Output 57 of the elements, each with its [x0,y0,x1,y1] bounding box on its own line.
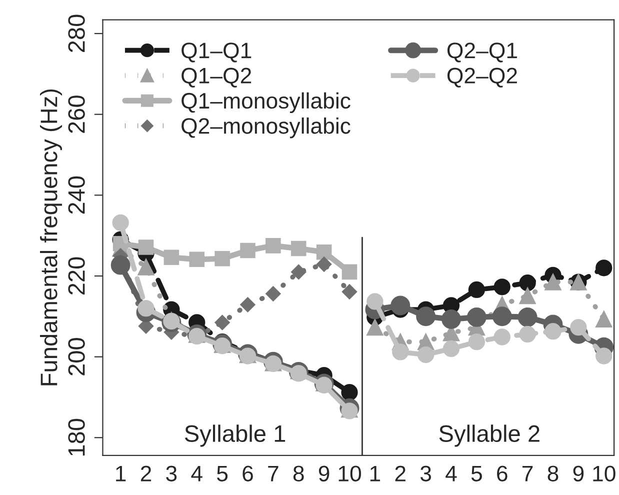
point [316,256,332,272]
point [341,384,358,401]
legend-label: Q2–monosyllabic [182,118,350,138]
point [342,284,358,300]
point [214,314,230,330]
y-tick-label: 180 [68,418,85,456]
x-tick-label: 1 [370,466,380,482]
x-tick-label: 5 [471,466,482,482]
legend-label: Q1–Q2 [182,68,252,88]
y-tick-label: 240 [68,176,85,214]
legend-label: Q2–Q1 [447,42,517,62]
point [214,250,230,266]
y-tick-label: 200 [68,338,85,376]
point [138,300,154,317]
point [316,244,332,260]
point [342,264,358,280]
x-tick-label: 9 [318,466,330,482]
legend-label: Q2–Q2 [447,68,517,88]
point [138,240,154,255]
x-tick-label: 4 [191,466,202,482]
x-tick-label: 9 [573,466,584,482]
x-tick-label: 7 [522,466,533,482]
legend-label: Q1–Q1 [182,42,252,62]
point [138,258,154,276]
x-tick-label: 5 [217,466,228,482]
x-tick-label: 2 [395,466,406,482]
x-tick-label: 6 [242,466,253,482]
point [291,264,306,280]
point [112,214,129,231]
x-tick-label: 4 [446,466,457,482]
x-tick-label: 8 [548,466,558,482]
x-tick-label: 3 [166,466,177,482]
x-tick-label: 2 [140,466,152,482]
x-tick-label: 10 [338,466,361,482]
point [240,242,256,258]
point [341,402,358,420]
point [240,297,256,312]
point [266,286,281,302]
point [110,255,130,275]
x-tick-label: 6 [497,466,508,482]
annotation: Syllable 1 [184,424,286,447]
point [266,238,281,254]
x-tick-label: 3 [420,466,432,482]
point [290,365,307,382]
point [189,252,205,268]
y-tick-label: 220 [68,257,85,294]
x-tick-label: 7 [268,466,278,482]
point [290,240,306,256]
annotation: Syllable 2 [439,424,540,447]
y-tick-label: 260 [68,96,85,133]
point [164,250,180,266]
legend-label: Q1–monosyllabic [182,92,350,114]
y-axis-title: Fundamental frequency (Hz) [40,89,62,386]
y-tick-label: 280 [68,14,85,52]
x-tick-label: 10 [593,466,616,482]
x-tick-label: 8 [293,466,304,482]
x-tick-label: 1 [116,466,126,482]
